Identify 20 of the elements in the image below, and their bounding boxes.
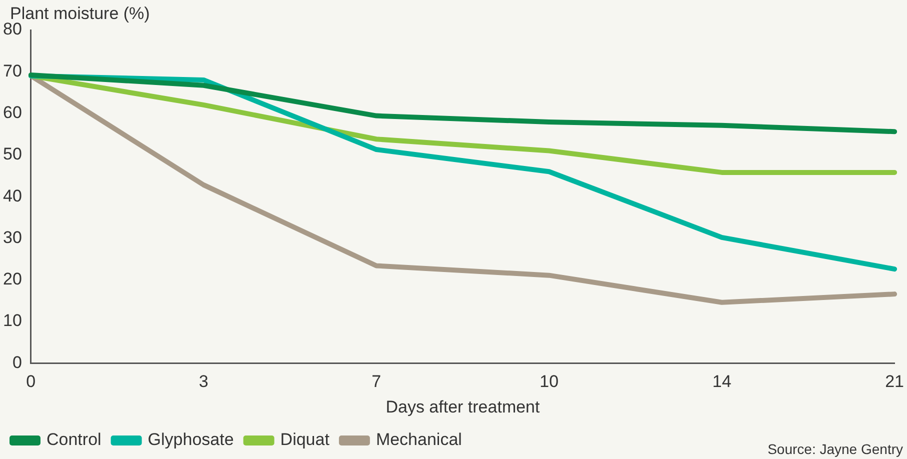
x-tick-label: 21 — [885, 372, 904, 392]
x-tick-label: 7 — [372, 372, 382, 392]
legend-label: Mechanical — [376, 430, 462, 450]
y-tick-label: 60 — [2, 102, 22, 122]
y-tick-label: 30 — [2, 228, 22, 247]
y-tick-label: 50 — [2, 144, 22, 164]
legend-label: Glyphosate — [148, 430, 234, 450]
x-tick-label: 14 — [712, 372, 732, 392]
y-tick-label: 70 — [2, 61, 22, 80]
y-tick-label: 10 — [2, 311, 22, 330]
legend-label: Control — [46, 430, 102, 450]
x-axis-title: Days after treatment — [386, 397, 540, 416]
x-tick-label: 10 — [540, 372, 559, 392]
x-tick-label: 3 — [198, 372, 208, 392]
legend-label: Diquat — [280, 430, 330, 450]
x-tick-label: 0 — [26, 372, 36, 392]
y-tick-label: 0 — [12, 352, 22, 372]
y-tick-label: 20 — [2, 270, 22, 289]
y-tick-label: 40 — [2, 186, 22, 206]
source-note: Source: Jayne Gentry — [768, 440, 903, 457]
